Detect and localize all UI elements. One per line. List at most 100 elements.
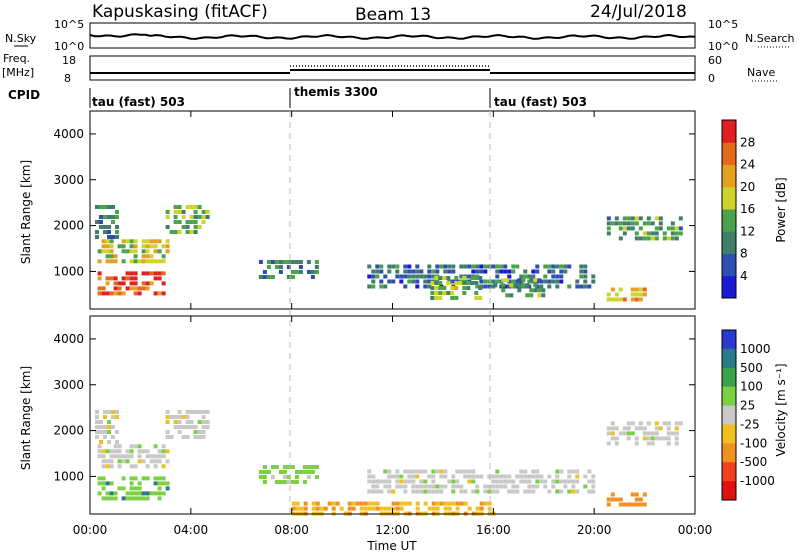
data-cell-region-5	[483, 264, 488, 269]
data-cell-region-8	[646, 231, 651, 236]
data-cell-region-5	[567, 284, 572, 289]
data-cell-region-8	[610, 492, 615, 497]
data-cell-region-8	[622, 226, 627, 231]
data-cell-region-5	[375, 484, 380, 489]
data-cell-region-5	[535, 264, 540, 269]
data-cell-region-1	[157, 459, 162, 464]
data-cell-region-7	[610, 436, 615, 441]
data-cell-region-1	[109, 464, 114, 469]
xtick-label: 08:00	[274, 523, 309, 537]
data-cell-region-1	[105, 249, 110, 254]
data-cell-region-8	[662, 231, 667, 236]
data-cell-region-3	[193, 435, 198, 439]
data-cell-region-6	[355, 501, 360, 506]
data-cell-region-4	[270, 475, 275, 479]
data-cell-region-0	[115, 230, 119, 234]
velocity-colorbar-swatch	[722, 348, 736, 369]
data-cell-region-4	[306, 270, 311, 274]
data-cell-region-8	[626, 216, 631, 221]
data-cell-region-1	[113, 454, 118, 459]
data-cell-region-5	[559, 274, 564, 279]
data-cell-region-9	[630, 287, 635, 292]
data-cell-region-5	[515, 264, 520, 269]
data-cell-region-5	[511, 479, 516, 484]
velocity-colorbar-tick: 500	[740, 361, 763, 375]
data-cell-region-1	[149, 254, 154, 259]
data-cell-region-6	[434, 291, 439, 295]
data-cell-region-0	[95, 410, 99, 414]
data-cell-region-5	[523, 269, 528, 274]
data-cell-region-5	[451, 279, 456, 284]
data-cell-region-5	[571, 469, 576, 474]
cpid-label: CPID	[8, 88, 40, 102]
data-cell-region-1	[113, 449, 118, 454]
data-cell-region-1	[165, 249, 170, 254]
data-cell-region-8	[654, 216, 659, 221]
data-cell-region-0	[107, 215, 111, 219]
data-cell-region-1	[109, 249, 114, 254]
data-cell-region-8	[638, 236, 643, 241]
data-cell-region-2	[129, 271, 134, 276]
data-cell-region-4	[310, 470, 315, 474]
data-cell-region-5	[371, 269, 376, 274]
data-cell-region-2	[125, 286, 130, 291]
data-cell-region-5	[507, 474, 512, 479]
data-cell-region-2	[149, 271, 154, 276]
data-cell-region-1	[137, 454, 142, 459]
data-cell-region-5	[371, 489, 376, 494]
data-cell-region-5	[567, 264, 572, 269]
xlabel: Time UT	[366, 539, 417, 553]
data-cell-region-5	[411, 469, 416, 474]
power-colorbar-tick: 16	[740, 202, 755, 216]
data-cell-region-2	[113, 281, 118, 286]
data-cell-region-5	[459, 489, 464, 494]
data-cell-region-4	[278, 265, 283, 269]
data-cell-region-1	[121, 459, 126, 464]
data-cell-region-5	[371, 274, 376, 279]
data-cell-region-5	[499, 484, 504, 489]
data-cell-region-5	[527, 484, 532, 489]
data-cell-region-6	[438, 281, 443, 285]
data-cell-region-3	[197, 225, 202, 229]
data-cell-region-7	[654, 436, 659, 441]
data-cell-region-9	[642, 287, 647, 292]
data-cell-region-7	[529, 288, 534, 293]
data-cell-region-2	[153, 491, 158, 496]
data-cell-region-4	[286, 265, 291, 269]
freq-left-tick-bottom: 8	[64, 72, 71, 85]
data-cell-region-5	[531, 469, 536, 474]
data-cell-region-5	[555, 489, 560, 494]
data-cell-region-3	[181, 435, 186, 439]
data-cell-region-5	[523, 469, 528, 474]
data-cell-region-0	[95, 220, 99, 224]
data-cell-region-5	[487, 279, 492, 284]
data-cell-region-1	[161, 259, 166, 264]
data-cell-region-3	[173, 210, 178, 214]
data-cell-region-4	[270, 275, 275, 279]
data-cell-region-5	[375, 274, 380, 279]
data-cell-region-6	[483, 501, 488, 506]
data-cell-region-5	[407, 269, 412, 274]
data-cell-region-2	[133, 476, 138, 481]
data-cell-region-6	[431, 506, 436, 511]
data-cell-region-7	[525, 283, 530, 288]
data-cell-region-8	[662, 236, 667, 241]
velocity-colorbar-swatch	[722, 330, 736, 350]
data-cell-region-2	[117, 486, 122, 491]
data-cell-region-5	[555, 474, 560, 479]
data-cell-region-5	[527, 479, 532, 484]
data-cell-region-8	[610, 497, 615, 502]
data-cell-region-2	[121, 486, 126, 491]
data-cell-region-8	[678, 226, 683, 231]
data-cell-region-4	[310, 270, 315, 274]
data-cell-region-5	[443, 264, 448, 269]
data-cell-region-2	[97, 276, 102, 281]
data-cell-region-6	[450, 291, 455, 295]
data-cell-region-5	[387, 489, 392, 494]
data-cell-region-4	[290, 480, 295, 484]
data-cell-region-9	[614, 292, 619, 297]
data-cell-region-5	[375, 489, 380, 494]
data-cell-region-5	[555, 279, 560, 284]
data-cell-region-6	[303, 501, 308, 506]
data-cell-region-1	[105, 464, 110, 469]
